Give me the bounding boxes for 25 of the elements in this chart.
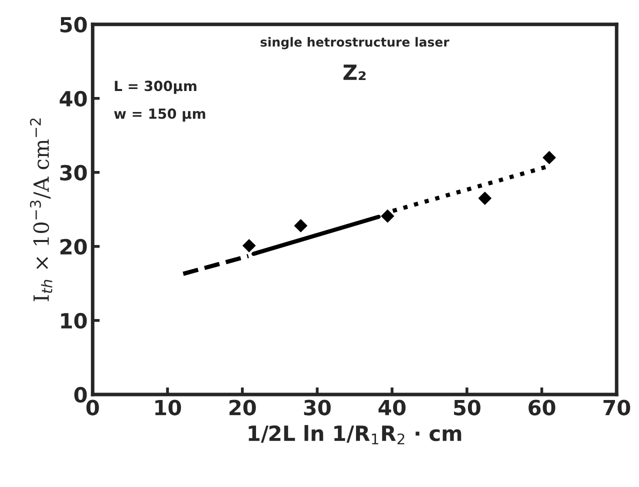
x-tick-label: 50 [454,400,480,416]
y-tick-label: 0 [74,386,87,403]
x-axis-title: 1/2L ln 1/R$_{1}$R$_{2}$ · cm [248,425,462,444]
annotation: w = 150 µm [114,108,206,122]
x-tick-label: 0 [86,400,99,416]
point [294,219,308,232]
point [542,151,556,164]
text: single hetrostructure laser [260,37,450,50]
x-tick-label: 20 [230,400,256,416]
x-tick-label: 60 [528,400,556,416]
annotation: L = 300µm [114,80,196,94]
y-tick-label: 10 [61,312,87,329]
x-tick-label: 30 [304,400,331,416]
y-tick-label: 20 [60,238,87,255]
y-tick-label: 40 [60,90,87,107]
text: Z₂ [343,64,366,80]
y-tick-label: 30 [60,164,87,181]
point [478,192,492,205]
y-axis-title: I$_{th}$ × 10$^{−3}$/A cm$^{−2}$ [30,118,52,302]
point [381,210,394,223]
x-tick-label: 10 [155,400,182,416]
x-tick-label: 70 [604,400,630,416]
point [242,239,256,252]
y-tick-label: 50 [60,16,87,33]
x-tick-label: 40 [378,400,406,416]
